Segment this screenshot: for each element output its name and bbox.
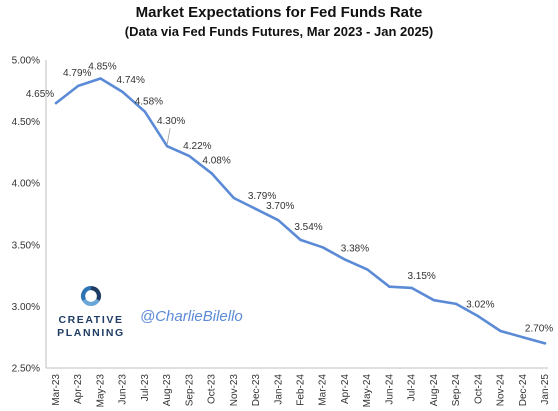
x-tick-label: Sep-24 bbox=[451, 374, 462, 407]
x-tick-label: Feb-24 bbox=[296, 374, 307, 406]
x-tick-label: Apr-24 bbox=[340, 374, 351, 404]
x-tick-label: Oct-24 bbox=[473, 374, 484, 404]
x-tick-label: Nov-24 bbox=[496, 374, 507, 407]
y-tick-label: 3.50% bbox=[12, 240, 40, 251]
data-point bbox=[343, 258, 347, 261]
data-point bbox=[77, 84, 80, 88]
data-label: 4.58% bbox=[135, 97, 163, 108]
author-handle: @CharlieBilello bbox=[140, 308, 243, 325]
data-point bbox=[277, 218, 280, 222]
data-point bbox=[321, 246, 324, 249]
data-label: 4.85% bbox=[88, 61, 116, 72]
data-point bbox=[477, 315, 480, 318]
data-label-leader-line bbox=[166, 128, 171, 145]
x-tick-label: Sep-23 bbox=[184, 374, 195, 407]
data-point bbox=[232, 196, 236, 200]
data-label: 2.70% bbox=[525, 323, 553, 334]
x-tick-label: May-23 bbox=[95, 374, 106, 408]
data-label: 4.79% bbox=[63, 68, 91, 79]
x-tick-label: Oct-23 bbox=[207, 374, 218, 404]
data-point bbox=[165, 145, 169, 148]
brand-name-line1: CREATIVE bbox=[58, 314, 123, 326]
data-label: 3.79% bbox=[248, 191, 276, 202]
data-label: 3.54% bbox=[294, 222, 322, 233]
data-point bbox=[143, 110, 147, 113]
data-label: 3.70% bbox=[266, 201, 294, 212]
data-point bbox=[299, 238, 302, 242]
data-label: 4.22% bbox=[183, 141, 211, 152]
data-point bbox=[210, 172, 213, 175]
data-point bbox=[121, 90, 124, 94]
x-tick-label: Dec-24 bbox=[518, 374, 529, 407]
x-tick-label: Jul-24 bbox=[407, 374, 418, 402]
x-tick-label: Mar-24 bbox=[318, 374, 329, 406]
x-tick-label: Jan-24 bbox=[273, 374, 284, 405]
x-tick-label: Dec-23 bbox=[251, 374, 262, 407]
data-label: 4.65% bbox=[26, 89, 54, 100]
data-label: 3.02% bbox=[466, 299, 494, 310]
y-tick-label: 4.50% bbox=[12, 117, 40, 128]
chart-subtitle: (Data via Fed Funds Futures, Mar 2023 - … bbox=[124, 24, 434, 39]
y-tick-label: 5.00% bbox=[12, 56, 40, 67]
x-tick-label: Nov-23 bbox=[229, 374, 240, 407]
data-label: 4.74% bbox=[117, 75, 145, 86]
data-point bbox=[432, 299, 436, 302]
data-point bbox=[188, 154, 191, 158]
data-label: 4.30% bbox=[157, 116, 185, 127]
x-tick-label: Apr-23 bbox=[73, 374, 84, 404]
x-tick-label: Jul-23 bbox=[140, 374, 151, 402]
chart-title: Market Expectations for Fed Funds Rate bbox=[135, 4, 423, 21]
data-point bbox=[99, 77, 102, 80]
brand-name-line2: PLANNING bbox=[57, 327, 125, 339]
data-point bbox=[54, 101, 58, 105]
data-point bbox=[410, 286, 413, 290]
x-tick-label: Jun-23 bbox=[118, 374, 129, 405]
x-tick-label: Jan-25 bbox=[540, 374, 551, 405]
data-label: 4.08% bbox=[202, 155, 230, 166]
data-point bbox=[454, 302, 458, 306]
x-tick-label: Mar-23 bbox=[51, 374, 62, 406]
data-point bbox=[254, 207, 258, 211]
x-tick-label: Jun-24 bbox=[384, 374, 395, 405]
data-point bbox=[521, 336, 524, 339]
y-tick-label: 2.50% bbox=[12, 364, 40, 375]
data-point bbox=[365, 268, 369, 271]
data-label: 3.15% bbox=[407, 271, 435, 282]
x-tick-label: Aug-24 bbox=[429, 374, 440, 407]
creative-planning-logo-icon bbox=[80, 285, 102, 307]
x-tick-label: May-24 bbox=[362, 374, 373, 408]
data-point bbox=[388, 285, 391, 288]
y-tick-label: 3.00% bbox=[12, 302, 40, 313]
data-label: 3.38% bbox=[341, 244, 369, 255]
data-point bbox=[499, 329, 502, 333]
data-point bbox=[543, 342, 547, 345]
x-tick-label: Aug-23 bbox=[162, 374, 173, 407]
y-tick-label: 4.00% bbox=[12, 179, 40, 190]
